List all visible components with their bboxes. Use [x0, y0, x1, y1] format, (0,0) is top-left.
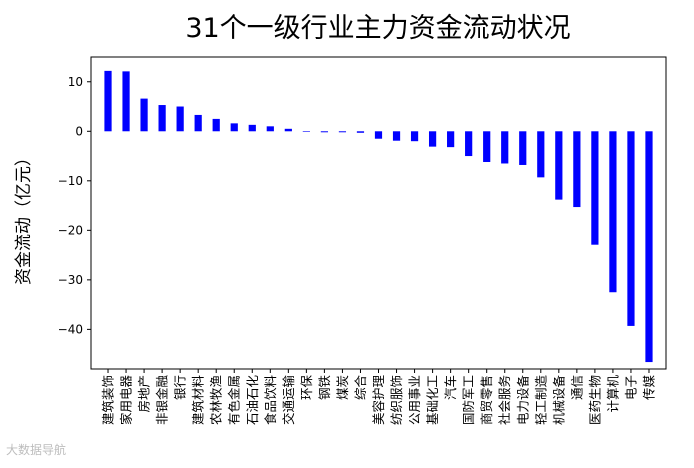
- bar-电子: [627, 131, 635, 326]
- y-tick-label: 10: [68, 75, 83, 89]
- y-tick-label: −10: [58, 174, 83, 188]
- bar-房地产: [140, 98, 148, 132]
- y-tick-label: −20: [58, 223, 83, 237]
- bar-建筑装饰: [104, 70, 112, 132]
- y-axis-label: 资金流动（亿元）: [14, 149, 34, 285]
- bar-交通运输: [284, 128, 292, 132]
- x-tick-label: 食品饮料: [263, 375, 278, 426]
- bar-商贸零售: [483, 131, 491, 162]
- x-tick-label: 有色金属: [227, 375, 242, 425]
- x-tick-label: 房地产: [137, 375, 152, 413]
- x-tick-label: 农林牧渔: [209, 375, 224, 425]
- bar-轻工制造: [537, 131, 545, 178]
- bar-煤炭: [338, 131, 347, 133]
- bar-钢铁: [320, 131, 329, 133]
- bar-机械设备: [555, 131, 563, 200]
- y-tick-label: −40: [58, 322, 83, 336]
- x-tick-label: 家用电器: [119, 375, 134, 426]
- chart-title: 31个一级行业主力资金流动状况: [185, 13, 570, 44]
- x-tick-label: 石油石化: [245, 375, 260, 426]
- plot-frame: [90, 56, 667, 370]
- bar-农林牧渔: [212, 118, 220, 132]
- bar-石油石化: [248, 124, 256, 132]
- bar-公用事业: [410, 131, 419, 142]
- x-tick-label: 公用事业: [407, 375, 422, 425]
- bar-社会服务: [501, 131, 509, 164]
- bar-环保: [302, 131, 310, 132]
- x-tick-label: 基础化工: [425, 375, 440, 425]
- bar-综合: [356, 131, 365, 133]
- bar-建筑材料: [194, 114, 202, 132]
- x-tick-label: 环保: [299, 375, 314, 401]
- bar-汽车: [447, 131, 455, 148]
- bar-家用电器: [122, 71, 130, 132]
- y-tick-label: 0: [75, 124, 83, 138]
- watermark-text: 大数据导航: [6, 443, 67, 457]
- bars-group: [104, 70, 653, 363]
- x-tick-label: 汽车: [443, 375, 458, 400]
- bar-国防军工: [465, 131, 473, 157]
- x-tick-label: 煤炭: [335, 375, 350, 400]
- bar-通信: [573, 131, 581, 208]
- x-tick-label: 国防军工: [461, 375, 476, 425]
- bar-银行: [176, 106, 184, 132]
- x-axis-labels: 建筑装饰 家用电器 房地产 非银金融 银行 建筑材料 农林牧渔 有色金属 石油石化 食品饮料 交通运…: [101, 369, 656, 426]
- bar-电力设备: [519, 131, 527, 165]
- bar-医药生物: [591, 131, 599, 245]
- bar-有色金属: [230, 123, 238, 132]
- x-tick-label: 社会服务: [497, 375, 512, 425]
- x-tick-label: 纺织服饰: [389, 375, 404, 425]
- y-tick-label: −30: [58, 273, 83, 287]
- x-tick-label: 建筑装饰: [101, 375, 116, 425]
- x-tick-label: 交通运输: [281, 375, 296, 426]
- x-tick-label: 电力设备: [515, 375, 530, 426]
- x-tick-label: 传媒: [641, 375, 656, 401]
- x-tick-label: 银行: [173, 375, 188, 400]
- x-tick-label: 轻工制造: [533, 375, 548, 426]
- x-tick-label: 通信: [569, 375, 584, 400]
- bar-传媒: [645, 131, 653, 363]
- x-tick-label: 美容护理: [371, 375, 386, 426]
- x-tick-label: 建筑材料: [191, 375, 206, 426]
- bar-美容护理: [374, 131, 383, 139]
- bar-纺织服饰: [392, 131, 401, 141]
- bar-非银金融: [158, 105, 166, 132]
- x-tick-label: 机械设备: [551, 375, 566, 426]
- x-tick-label: 计算机: [605, 375, 620, 413]
- bar-基础化工: [428, 131, 437, 147]
- x-tick-label: 商贸零售: [479, 375, 494, 425]
- x-tick-label: 钢铁: [317, 375, 332, 401]
- y-axis-ticks: 10 0 −10 −20 −30 −40: [58, 75, 91, 336]
- x-tick-label: 医药生物: [587, 375, 602, 425]
- x-tick-label: 电子: [623, 375, 638, 400]
- x-tick-label: 非银金融: [155, 375, 170, 426]
- bar-食品饮料: [266, 126, 274, 132]
- bar-计算机: [609, 131, 617, 293]
- x-tick-label: 综合: [353, 375, 368, 401]
